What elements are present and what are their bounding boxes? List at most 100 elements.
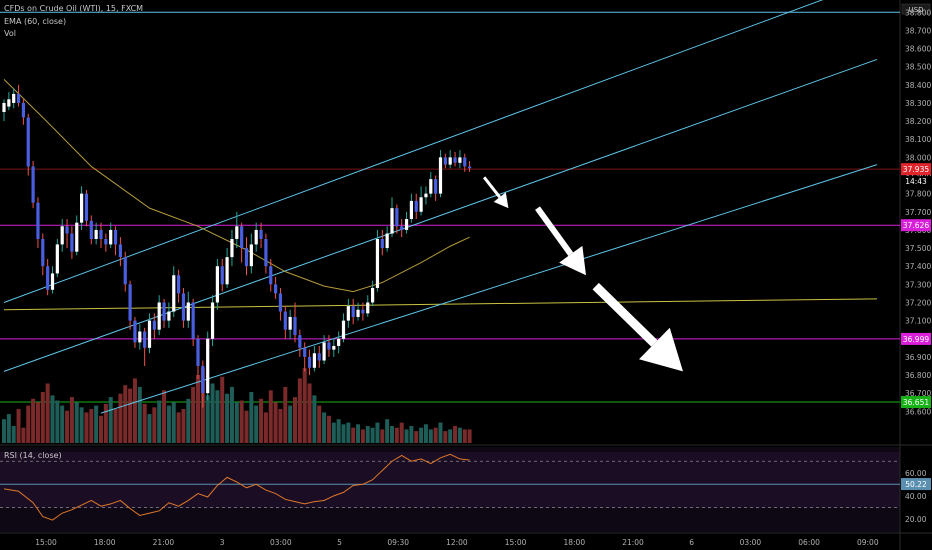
price-tick: 37.500 [905,244,931,253]
candle-body [244,248,249,267]
candle-body [55,244,59,274]
price-label-bg-1 [901,219,931,232]
candle-body [147,320,152,348]
candle-body [167,311,171,321]
candle [351,298,355,325]
candle-body [123,257,127,285]
candle-body [414,200,418,212]
candle-body [210,302,215,339]
volume-bar [394,427,399,443]
volume-bar [414,431,419,443]
volume-bar [423,424,428,443]
price-label-bg-3 [901,396,931,409]
candle [307,349,312,376]
volume-bar [341,424,346,443]
candle-body [463,157,467,167]
price-label-2: 36.999 [903,335,929,344]
ema-line [3,79,470,293]
volume-bar [462,429,467,443]
candle [41,233,45,276]
candle [31,160,35,209]
candle [269,258,273,292]
time-tick: 18:00 [563,538,585,547]
price-tick: 36.800 [905,371,931,380]
volume-bar [191,386,196,443]
volume-bar [229,386,234,443]
price-tick: 38.200 [905,117,931,126]
candle-body [157,302,161,330]
candle [70,226,74,259]
candle-body [46,266,50,290]
candle-body [346,306,350,321]
candle [380,229,384,256]
candle-body [288,316,292,330]
candle [385,226,389,252]
candle [94,222,98,245]
candle [201,360,205,408]
candle-body [458,157,462,163]
candle-body [298,335,302,348]
volume-bar [467,429,472,443]
volume-bar [283,386,288,443]
candle-body [303,347,307,357]
volume-bar [50,395,55,443]
candle [152,313,156,339]
volume-bar [336,419,341,443]
volume-bar [137,386,142,443]
candle-body [65,226,69,234]
candle [167,302,171,328]
time-tick: 06:00 [798,538,820,547]
volume-bar [147,414,152,443]
candle [424,186,428,205]
candle [113,226,118,256]
candle [99,222,103,249]
volume-bar [26,405,31,443]
volume-bar [254,405,259,443]
candle-body [380,238,384,249]
candle-body [99,229,103,239]
candle [434,175,438,201]
rsi-tick: 20.00 [905,515,927,524]
price-tick: 36.900 [905,353,931,362]
price-tick: 37.400 [905,262,931,271]
volume-bar [268,390,273,443]
candle [230,229,234,267]
candle [104,233,108,252]
candle-body [21,102,25,118]
countdown-label: 14:43 [905,177,927,186]
candle [133,316,137,348]
volume-bar [166,405,171,443]
price-label-bg-0 [901,163,931,176]
candle-body [41,238,45,267]
candle [50,266,55,294]
candle-body [225,257,229,285]
time-tick: 21:00 [622,538,644,547]
candle [36,197,40,249]
candle [463,153,467,172]
candle-body [143,331,147,348]
volume-bar [453,426,458,443]
candle-body [26,117,30,167]
volume-bar [118,393,123,443]
candle [235,211,239,249]
candle-body [264,238,268,267]
volume-bar [370,427,375,443]
volume-bar [215,390,220,443]
arrow-shaft [592,282,658,347]
candle [65,219,69,249]
candle-body [274,284,278,294]
volume-bar [152,407,157,443]
volume-bar [89,409,94,443]
time-tick: 3 [220,538,225,547]
price-label-bg-2 [901,332,931,345]
volume-bar [438,422,443,443]
candle [46,258,50,296]
candle-body [152,320,156,330]
candle [55,238,59,278]
volume-bar [65,410,70,443]
candle-body [317,353,321,361]
candle [390,197,394,238]
candle-body [312,353,316,368]
